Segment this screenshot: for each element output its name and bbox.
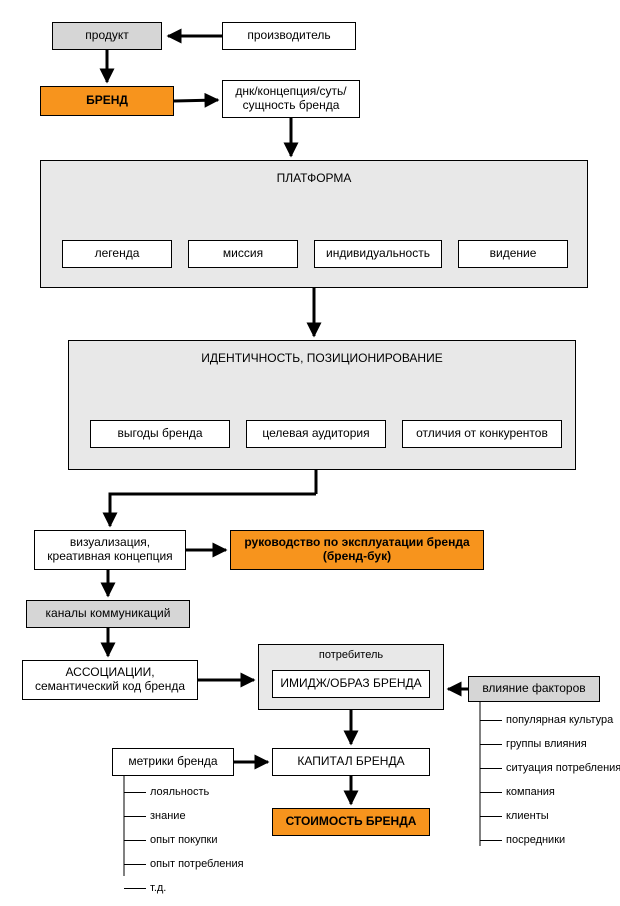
node-metrics: метрики бренда — [112, 748, 234, 776]
node-brand: БРЕНД — [40, 86, 174, 116]
label: видение — [490, 247, 537, 261]
label: днк/концепция/суть/ сущность бренда — [227, 85, 355, 113]
bullet-item: т.д. — [124, 882, 244, 894]
factors-bullets: популярная культура группы влияния ситуа… — [480, 714, 620, 858]
node-channels: каналы коммуникаций — [26, 600, 190, 628]
node-capital: КАПИТАЛ БРЕНДА — [272, 748, 430, 776]
node-benefits: выгоды бренда — [90, 420, 230, 448]
label: целевая аудитория — [262, 427, 369, 441]
label: СТОИМОСТЬ БРЕНДА — [286, 815, 417, 829]
platform-title: ПЛАТФОРМА — [41, 171, 587, 185]
label: метрики бренда — [128, 755, 217, 769]
label: ИМИДЖ/ОБРАЗ БРЕНДА — [280, 677, 421, 691]
label: легенда — [95, 247, 140, 261]
node-mission: миссия — [188, 240, 298, 268]
container-identity: ИДЕНТИЧНОСТЬ, ПОЗИЦИОНИРОВАНИЕ — [68, 340, 576, 470]
consumer-title: потребитель — [259, 649, 443, 661]
label: миссия — [223, 247, 263, 261]
label: отличия от конкурентов — [416, 427, 548, 441]
label: каналы коммуникаций — [46, 607, 171, 621]
label: визуализация, креативная концепция — [39, 536, 181, 564]
identity-title: ИДЕНТИЧНОСТЬ, ПОЗИЦИОНИРОВАНИЕ — [69, 351, 575, 365]
container-platform: ПЛАТФОРМА — [40, 160, 588, 288]
node-visual: визуализация, креативная концепция — [34, 530, 186, 570]
label: КАПИТАЛ БРЕНДА — [297, 755, 404, 769]
node-producer: производитель — [222, 22, 356, 50]
bullet-item: опыт потребления — [124, 858, 244, 870]
label: продукт — [85, 29, 128, 43]
label: производитель — [247, 29, 330, 43]
node-factors: влияние факторов — [468, 676, 600, 702]
node-assoc: АССОЦИАЦИИ, семантический код бренда — [22, 660, 198, 700]
bullet-item: компания — [480, 786, 620, 798]
node-dna: днк/концепция/суть/ сущность бренда — [222, 80, 360, 118]
node-diffs: отличия от конкурентов — [402, 420, 562, 448]
bullet-item: группы влияния — [480, 738, 620, 750]
node-image: ИМИДЖ/ОБРАЗ БРЕНДА — [272, 670, 430, 698]
label: выгоды бренда — [117, 427, 202, 441]
label: индивидуальность — [326, 247, 430, 261]
label: БРЕНД — [86, 94, 128, 108]
metrics-bullets: лояльность знание опыт покупки опыт потр… — [124, 786, 244, 906]
bullet-item: популярная культура — [480, 714, 620, 726]
node-value: СТОИМОСТЬ БРЕНДА — [272, 808, 430, 836]
bullet-item: опыт покупки — [124, 834, 244, 846]
label: АССОЦИАЦИИ, семантический код бренда — [27, 666, 193, 694]
node-product: продукт — [52, 22, 162, 50]
bullet-item: клиенты — [480, 810, 620, 822]
bullet-item: ситуация потребления — [480, 762, 620, 774]
bullet-item: знание — [124, 810, 244, 822]
bullet-item: лояльность — [124, 786, 244, 798]
node-vision: видение — [458, 240, 568, 268]
node-legend: легенда — [62, 240, 172, 268]
node-brandbook: руководство по эксплуатации бренда (брен… — [230, 530, 484, 570]
bullet-item: посредники — [480, 834, 620, 846]
node-target: целевая аудитория — [246, 420, 386, 448]
label: влияние факторов — [482, 682, 585, 696]
label: руководство по эксплуатации бренда (брен… — [235, 536, 479, 564]
node-individuality: индивидуальность — [314, 240, 442, 268]
